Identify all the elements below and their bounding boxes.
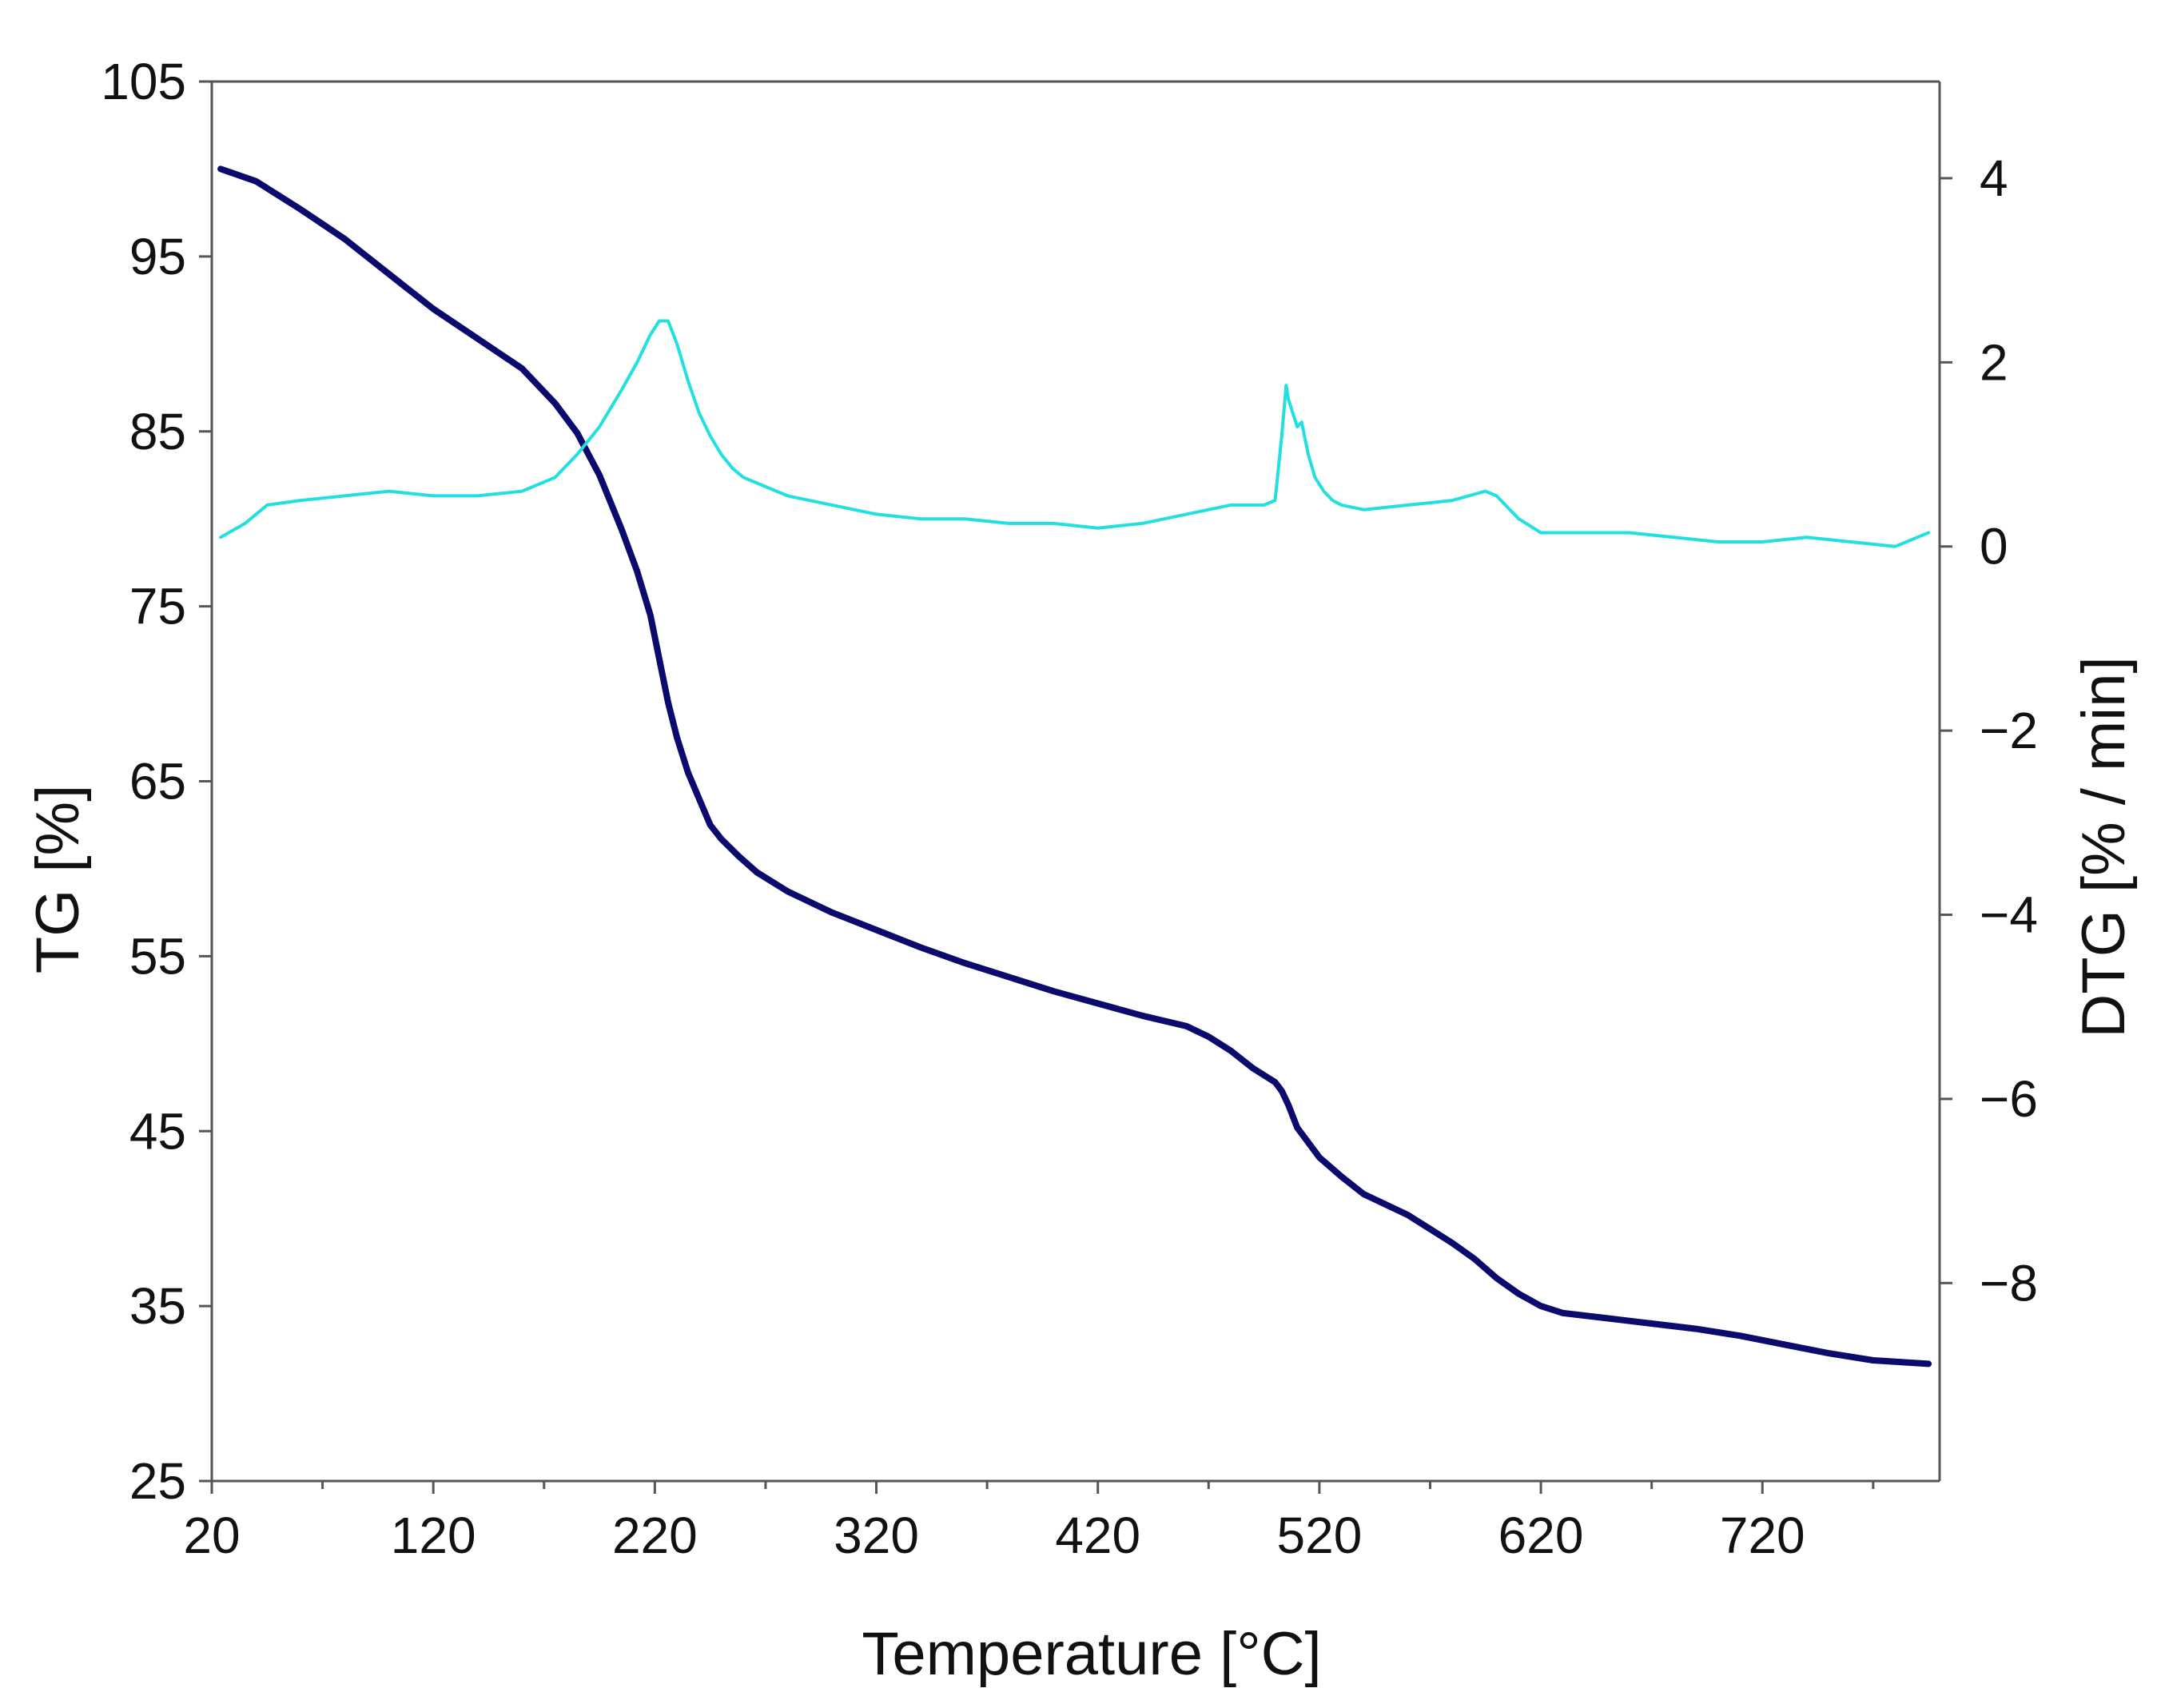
y-right-axis-ticks: −8 −6 −4 −2 0 2 4: [1940, 149, 2038, 1312]
x-tick-label: 20: [183, 1507, 240, 1564]
x-tick-label: 120: [391, 1507, 476, 1564]
y-left-axis-title: TG [%]: [24, 785, 92, 973]
y-left-tick-label: 55: [129, 927, 186, 985]
y-right-tick-label: 2: [1980, 333, 2008, 391]
y-right-tick-label: −8: [1980, 1254, 2038, 1312]
y-left-tick-label: 105: [101, 53, 186, 110]
x-tick-label: 220: [612, 1507, 698, 1564]
dtg-series-line: [219, 319, 1931, 548]
y-left-tick-label: 45: [129, 1102, 186, 1160]
x-axis-title: Temperature [°C]: [862, 1620, 1321, 1688]
y-left-tick-label: 75: [129, 578, 186, 635]
y-left-tick-label: 25: [129, 1452, 186, 1510]
x-axis-ticks: 20 120 220 320 420 520 620 720: [183, 1481, 1875, 1564]
y-left-tick-label: 65: [129, 753, 186, 810]
tg-series-line: [217, 165, 1932, 1368]
y-right-tick-label: −6: [1980, 1070, 2038, 1128]
x-tick-label: 320: [834, 1507, 919, 1564]
y-right-tick-label: 4: [1980, 149, 2008, 207]
x-tick-label: 520: [1277, 1507, 1363, 1564]
y-right-axis-title: DTG [% / min]: [2070, 656, 2138, 1037]
series-layer: [217, 165, 1932, 1368]
y-left-tick-label: 95: [129, 228, 186, 285]
x-tick-label: 720: [1720, 1507, 1805, 1564]
x-tick-label: 420: [1055, 1507, 1140, 1564]
y-right-tick-label: −4: [1980, 886, 2038, 944]
x-tick-label: 620: [1498, 1507, 1584, 1564]
y-left-axis-ticks: 25 35 45 55 65 75 85 95 105: [101, 53, 212, 1510]
y-right-tick-label: −2: [1980, 702, 2038, 759]
y-left-tick-label: 35: [129, 1277, 186, 1335]
y-left-tick-label: 85: [129, 403, 186, 460]
y-right-tick-label: 0: [1980, 518, 2008, 575]
